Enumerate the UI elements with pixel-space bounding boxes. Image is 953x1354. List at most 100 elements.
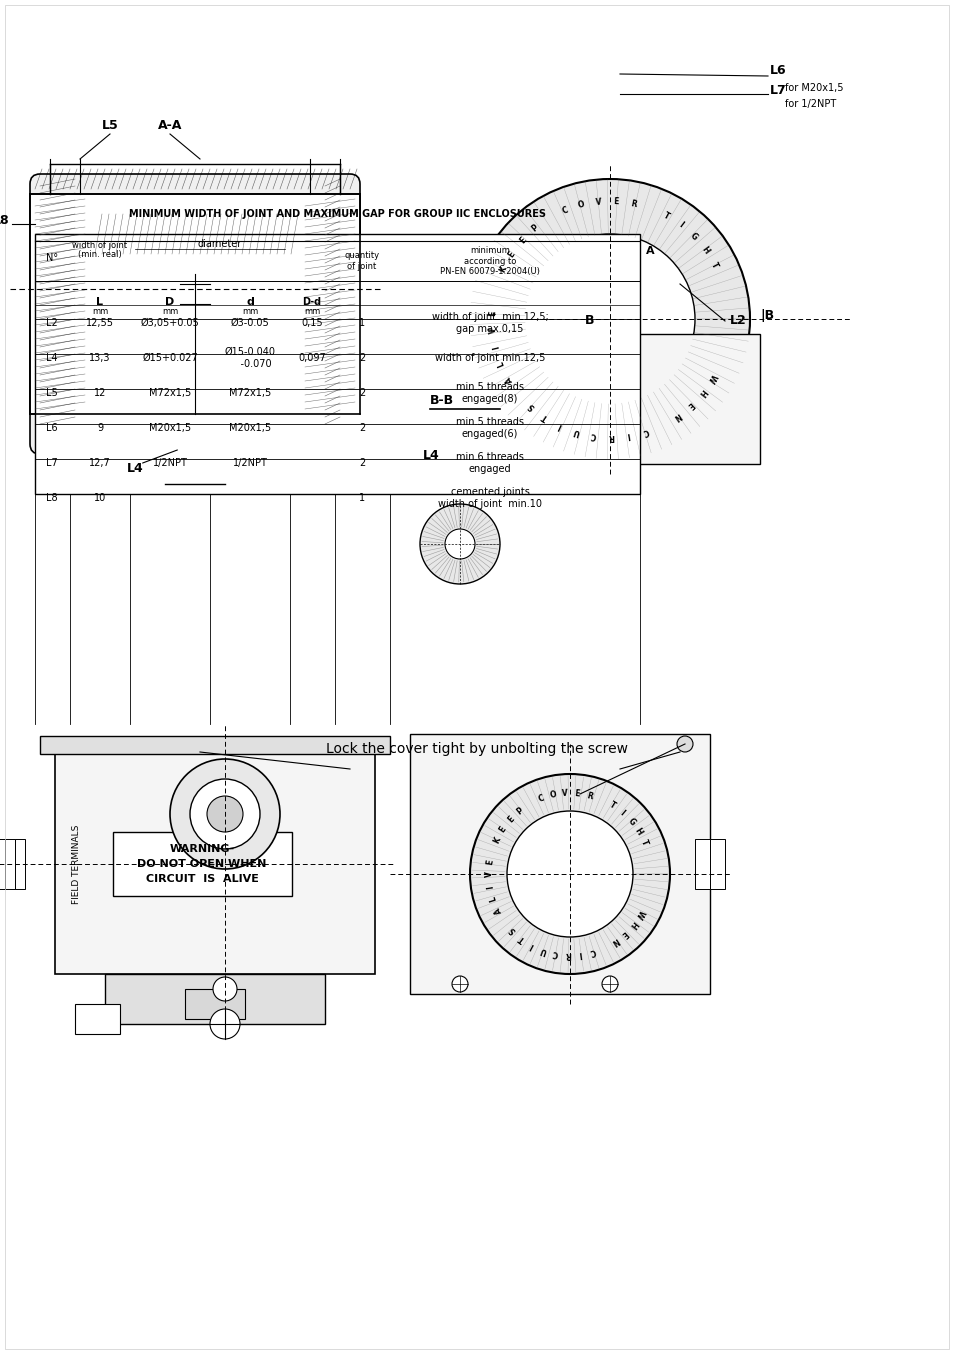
Text: M20x1,5: M20x1,5 bbox=[229, 422, 271, 433]
Text: R: R bbox=[585, 791, 593, 802]
Text: L: L bbox=[96, 297, 103, 307]
Text: H: H bbox=[696, 387, 707, 398]
Text: min.6 threads
engaged: min.6 threads engaged bbox=[456, 452, 523, 474]
Text: 12,55: 12,55 bbox=[86, 318, 113, 328]
Text: |B: |B bbox=[760, 309, 773, 322]
Text: WARNING-: WARNING- bbox=[170, 844, 234, 854]
Text: width of joint min.12,5: width of joint min.12,5 bbox=[435, 353, 544, 363]
Text: 0,097: 0,097 bbox=[297, 353, 326, 363]
Text: L: L bbox=[496, 360, 506, 368]
Text: R: R bbox=[564, 951, 570, 959]
Circle shape bbox=[190, 779, 260, 849]
Text: Ø3,05+0.05: Ø3,05+0.05 bbox=[140, 318, 199, 328]
Text: T: T bbox=[660, 210, 670, 221]
Text: R: R bbox=[629, 199, 637, 209]
Text: T: T bbox=[708, 260, 719, 269]
Text: L8: L8 bbox=[0, 214, 10, 227]
Text: T: T bbox=[607, 800, 617, 811]
Text: V: V bbox=[484, 872, 494, 877]
Text: Ø15+0.027: Ø15+0.027 bbox=[142, 353, 197, 363]
Bar bbox=[15, 839, 25, 890]
Text: E: E bbox=[574, 789, 580, 799]
Bar bbox=[35, 234, 639, 494]
Text: U: U bbox=[572, 427, 580, 437]
Bar bbox=[410, 734, 709, 994]
Text: FIELD TERMINALS: FIELD TERMINALS bbox=[72, 825, 81, 903]
Text: I: I bbox=[491, 345, 500, 349]
Text: L4: L4 bbox=[46, 353, 58, 363]
Text: T: T bbox=[639, 838, 649, 846]
Text: 2: 2 bbox=[358, 389, 365, 398]
Text: M72x1,5: M72x1,5 bbox=[149, 389, 191, 398]
Text: E: E bbox=[505, 815, 516, 825]
Text: C: C bbox=[640, 427, 649, 436]
Text: C: C bbox=[590, 431, 597, 440]
Text: mm: mm bbox=[91, 306, 108, 315]
Text: minimum
according to
PN-EN 60079-1:2004(U): minimum according to PN-EN 60079-1:2004(… bbox=[439, 246, 539, 276]
Text: C: C bbox=[537, 793, 545, 804]
Text: D-d: D-d bbox=[302, 297, 321, 307]
Bar bbox=[105, 974, 325, 1024]
Text: H: H bbox=[632, 826, 643, 837]
Text: 1/2NPT: 1/2NPT bbox=[152, 458, 187, 468]
Bar bbox=[55, 754, 375, 974]
Text: 1/2NPT: 1/2NPT bbox=[233, 458, 267, 468]
Circle shape bbox=[470, 179, 749, 459]
Text: L7: L7 bbox=[769, 84, 786, 97]
Text: A: A bbox=[503, 375, 514, 385]
Text: 2: 2 bbox=[358, 422, 365, 433]
Circle shape bbox=[210, 1009, 240, 1039]
Text: A-A: A-A bbox=[157, 119, 182, 131]
Text: Ø15-0.040
    -0.070: Ø15-0.040 -0.070 bbox=[224, 347, 275, 368]
Text: DO NOT OPEN WHEN: DO NOT OPEN WHEN bbox=[137, 858, 267, 869]
Text: E: E bbox=[618, 929, 629, 938]
Text: K: K bbox=[497, 265, 508, 274]
Text: D: D bbox=[165, 297, 174, 307]
Text: E: E bbox=[506, 249, 517, 259]
Text: C: C bbox=[560, 206, 569, 215]
Bar bbox=[709, 839, 724, 890]
Text: L5: L5 bbox=[102, 119, 118, 131]
Text: P: P bbox=[530, 223, 539, 234]
Text: L2: L2 bbox=[46, 318, 58, 328]
Text: 12: 12 bbox=[93, 389, 106, 398]
Text: I: I bbox=[557, 421, 563, 431]
Text: U: U bbox=[538, 945, 547, 956]
Text: I: I bbox=[676, 221, 684, 230]
Text: W: W bbox=[633, 909, 645, 921]
Text: C: C bbox=[588, 946, 596, 956]
Text: Ø3-0.05: Ø3-0.05 bbox=[231, 318, 269, 328]
Text: min.5 threads
engaged(6): min.5 threads engaged(6) bbox=[456, 417, 523, 439]
Text: L2: L2 bbox=[729, 314, 746, 328]
Text: A: A bbox=[645, 246, 654, 256]
Circle shape bbox=[419, 504, 499, 584]
Text: quantity
of joint: quantity of joint bbox=[344, 252, 379, 271]
Bar bbox=[165, 414, 225, 483]
Text: L: L bbox=[488, 895, 498, 903]
Text: for 1/2NPT: for 1/2NPT bbox=[784, 99, 836, 110]
Text: A: A bbox=[493, 906, 503, 915]
Text: diameter: diameter bbox=[197, 240, 242, 249]
Text: 2: 2 bbox=[358, 458, 365, 468]
Text: E: E bbox=[485, 858, 495, 865]
Text: MINIMUM WIDTH OF JOINT AND MAXIMUM GAP FOR GROUP IIC ENCLOSURES: MINIMUM WIDTH OF JOINT AND MAXIMUM GAP F… bbox=[129, 209, 545, 219]
Text: 13,3: 13,3 bbox=[90, 353, 111, 363]
Circle shape bbox=[470, 774, 669, 974]
Bar bbox=[479, 334, 760, 464]
Text: E: E bbox=[497, 825, 508, 834]
Bar bbox=[75, 1005, 120, 1034]
Text: O: O bbox=[577, 200, 585, 210]
Text: 2: 2 bbox=[358, 353, 365, 363]
Text: width of joint: width of joint bbox=[72, 241, 128, 250]
Text: C: C bbox=[552, 948, 558, 959]
Circle shape bbox=[524, 234, 695, 403]
Text: mm: mm bbox=[242, 306, 258, 315]
Bar bbox=[0, 839, 5, 890]
Text: V: V bbox=[595, 198, 601, 207]
Text: N°: N° bbox=[46, 253, 58, 263]
Text: L6: L6 bbox=[769, 64, 786, 77]
Circle shape bbox=[506, 811, 633, 937]
Circle shape bbox=[213, 978, 236, 1001]
Bar bbox=[30, 194, 359, 414]
Text: for M20x1,5: for M20x1,5 bbox=[784, 83, 842, 93]
